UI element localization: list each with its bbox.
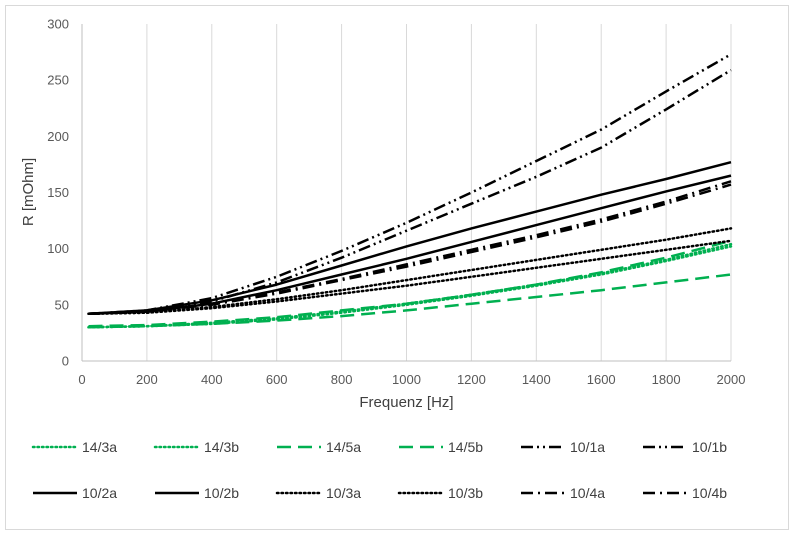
legend-label: 14/5b [448,439,483,455]
series-line-10-1a [88,69,732,316]
y-tick-label: 200 [47,129,69,144]
x-tick-label: 800 [331,372,353,387]
legend-label: 10/2a [82,485,117,501]
x-tick-label: 0 [78,372,85,387]
series-line-10-1b [88,53,732,316]
series-line-10-2b [88,160,732,316]
x-tick-label: 1600 [587,372,616,387]
y-tick-label: 0 [62,354,69,369]
x-tick-label: 1400 [522,372,551,387]
legend-label: 14/3a [82,439,117,455]
series-line-10-3b [87,227,733,316]
y-tick-label: 50 [55,297,69,312]
chart-frame [5,5,789,530]
y-tick-label: 250 [47,73,69,88]
x-tick-label: 1800 [652,372,681,387]
y-tick-label: 100 [47,241,69,256]
legend-label: 10/3a [326,485,361,501]
legend: 14/3a 14/3b 14/5a 14/5b 10/1a 10/1b 10/2a 10/2b… [31,439,727,501]
series-line-10-4b [88,180,732,316]
x-tick-label: 400 [201,372,223,387]
x-tick-label: 1000 [392,372,421,387]
legend-label: 10/4a [570,485,605,501]
legend-label: 10/2b [204,485,239,501]
x-axis-title: Frequenz [Hz] [359,394,453,411]
legend-label: 10/1b [692,439,727,455]
series-layer [87,53,733,329]
axis-layer: 0 200 400 600 800 1000 1200 1400 1600 1800 2000 0 50… [47,17,745,388]
y-tick-label: 150 [47,185,69,200]
y-axis-title: R [mOhm] [20,158,37,226]
series-line-14-5b [88,273,732,329]
y-tick-label: 300 [47,17,69,32]
legend-label: 10/3b [448,485,483,501]
series-line-10-3a [87,239,733,316]
x-tick-label: 1200 [457,372,486,387]
legend-label: 14/5a [326,439,361,455]
x-tick-label: 2000 [717,372,746,387]
x-tick-label: 600 [266,372,288,387]
series-line-14-5a [88,239,732,328]
legend-label: 10/1a [570,439,605,455]
legend-label: 14/3b [204,439,239,455]
series-line-10-4a [88,183,732,316]
legend-label: 10/4b [692,485,727,501]
x-tick-label: 200 [136,372,158,387]
